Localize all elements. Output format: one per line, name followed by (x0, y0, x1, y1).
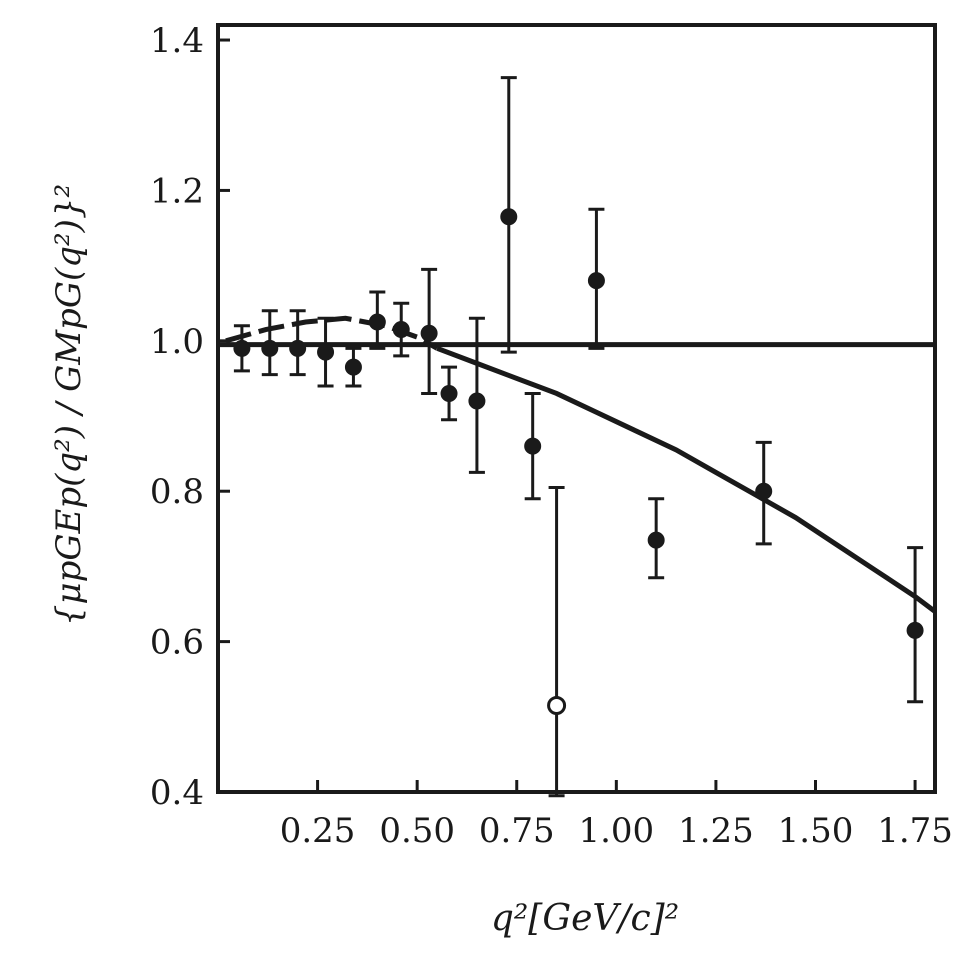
filled-marker (344, 358, 362, 376)
y-axis-label: {μpGEp(q²) / GMpG(q²)}² (49, 184, 89, 626)
x-tick-label: 1.50 (778, 811, 854, 851)
y-tick-label: 1.0 (150, 322, 204, 362)
x-tick-label: 0.50 (379, 811, 455, 851)
data-point (261, 309, 279, 377)
filled-marker (647, 531, 665, 549)
data-point (368, 290, 386, 350)
y-tick-label: 0.8 (150, 472, 204, 512)
x-tick-label: 1.75 (877, 811, 953, 851)
y-tick-label: 0.6 (150, 623, 204, 663)
data-point (755, 440, 773, 546)
x-tick-label: 0.25 (280, 811, 356, 851)
data-point (289, 309, 307, 377)
plot-border (216, 23, 937, 794)
filled-marker (906, 621, 924, 639)
data-point (440, 365, 458, 422)
filled-marker (261, 339, 279, 357)
x-axis-label: q²[GeV/c]² (491, 898, 679, 939)
filled-marker (587, 272, 605, 290)
data-point (906, 546, 924, 704)
filled-marker (368, 313, 386, 331)
data-point (344, 346, 362, 388)
axis-ticks: 0.25 0.50 0.75 1.00 1.25 1.50 1.75 0.4 0.6 0.8 1.0… (150, 21, 953, 851)
data-point (547, 485, 567, 798)
y-tick-label: 1.4 (150, 21, 204, 61)
data-point (392, 301, 410, 358)
solid-curve (436, 346, 937, 614)
data-point (500, 76, 518, 354)
data-point (468, 316, 486, 474)
filled-marker (468, 392, 486, 410)
filled-marker (500, 208, 518, 226)
open-marker (547, 696, 567, 716)
data-point (233, 324, 251, 373)
y-axis-label-group: {μpGEp(q²) / GMpG(q²)}² (49, 184, 89, 626)
x-tick-label: 1.25 (678, 811, 754, 851)
filled-marker (755, 482, 773, 500)
curves (218, 315, 937, 614)
filled-marker (317, 343, 335, 361)
data-point (317, 316, 335, 388)
filled-marker (233, 339, 251, 357)
data-point (420, 267, 438, 395)
dashed-curve (225, 315, 439, 351)
y-tick-label: 1.2 (150, 171, 204, 211)
data-points (233, 76, 924, 798)
plot-frame (216, 23, 937, 794)
filled-marker (440, 384, 458, 402)
data-point (524, 391, 542, 501)
x-tick-label: 1.00 (578, 811, 654, 851)
filled-marker (420, 324, 438, 342)
data-point (647, 497, 665, 580)
y-tick-label: 0.4 (150, 773, 204, 813)
x-tick-label: 0.75 (479, 811, 555, 851)
data-point (587, 207, 605, 350)
filled-marker (392, 321, 410, 339)
filled-marker (289, 339, 307, 357)
filled-marker (524, 437, 542, 455)
